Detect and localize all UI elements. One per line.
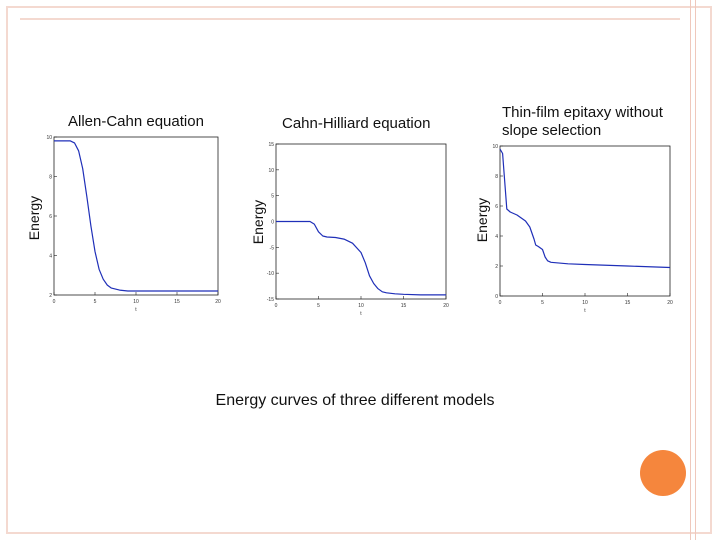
- x-axis-label: t: [584, 308, 586, 314]
- chart2-plot: 0 5 10 15 20 -15 -10 -5 0 5 10 15 t: [267, 142, 449, 317]
- x-tick-label: 0: [53, 299, 56, 305]
- top-border-line: [20, 18, 680, 20]
- x-tick-label: 5: [541, 300, 544, 306]
- y-tick-label: 10: [268, 168, 274, 174]
- energy-curve: [54, 140, 218, 292]
- x-tick-label: 20: [667, 300, 673, 306]
- y-tick-label: 0: [271, 220, 274, 226]
- x-tick-label: 15: [401, 303, 407, 309]
- x-tick-label: 20: [443, 303, 449, 309]
- right-decor-line-2: [695, 0, 696, 540]
- y-tick-label: 10: [46, 135, 52, 141]
- x-tick-label: 5: [94, 299, 97, 305]
- y-tick-label: 2: [495, 264, 498, 270]
- y-tick-label: 8: [495, 174, 498, 180]
- x-tick-label: 10: [358, 303, 364, 309]
- y-tick-label: 6: [495, 204, 498, 210]
- chart3-ylabel: Energy: [474, 197, 490, 243]
- x-tick-label: 0: [499, 300, 502, 306]
- chart1-ylabel: Energy: [26, 195, 42, 241]
- y-tick-label: -15: [267, 297, 274, 303]
- plot-frame: [53, 136, 219, 296]
- y-tick-label: 4: [495, 234, 498, 240]
- y-tick-label: 5: [271, 194, 274, 200]
- y-tick-label: 2: [49, 293, 52, 299]
- x-tick-label: 0: [275, 303, 278, 309]
- chart1-title: Allen-Cahn equation: [68, 113, 204, 130]
- chart3-plot: 0 5 10 15 20 0 2 4 6 8 10 t: [492, 144, 673, 314]
- x-tick-label: 15: [174, 299, 180, 305]
- chart2-title: Cahn-Hilliard equation: [282, 115, 431, 132]
- right-decor-line-1: [690, 0, 691, 540]
- x-tick-label: 5: [317, 303, 320, 309]
- energy-curve: [276, 220, 446, 296]
- chart3-title: Thin-film epitaxy without slope selectio…: [502, 104, 663, 139]
- x-tick-label: 10: [133, 299, 139, 305]
- y-tick-label: 15: [268, 142, 274, 148]
- y-tick-label: -10: [267, 271, 274, 277]
- energy-curve: [499, 148, 671, 269]
- x-axis-label: t: [135, 307, 137, 313]
- y-tick-label: 4: [49, 254, 52, 260]
- y-tick-label: -5: [270, 245, 275, 251]
- y-tick-label: 0: [495, 294, 498, 300]
- y-tick-label: 8: [49, 175, 52, 181]
- x-tick-label: 20: [215, 299, 221, 305]
- chart1-plot: 0 5 10 15 20 2 4 6 8 10 t: [46, 135, 221, 313]
- y-tick-label: 10: [492, 144, 498, 150]
- x-tick-label: 10: [582, 300, 588, 306]
- y-tick-label: 6: [49, 214, 52, 220]
- orange-circle: [640, 450, 686, 496]
- slide-caption: Energy curves of three different models: [215, 392, 495, 409]
- x-tick-label: 15: [625, 300, 631, 306]
- chart2-ylabel: Energy: [250, 199, 266, 245]
- slide-frame: [6, 6, 712, 534]
- x-axis-label: t: [360, 311, 362, 317]
